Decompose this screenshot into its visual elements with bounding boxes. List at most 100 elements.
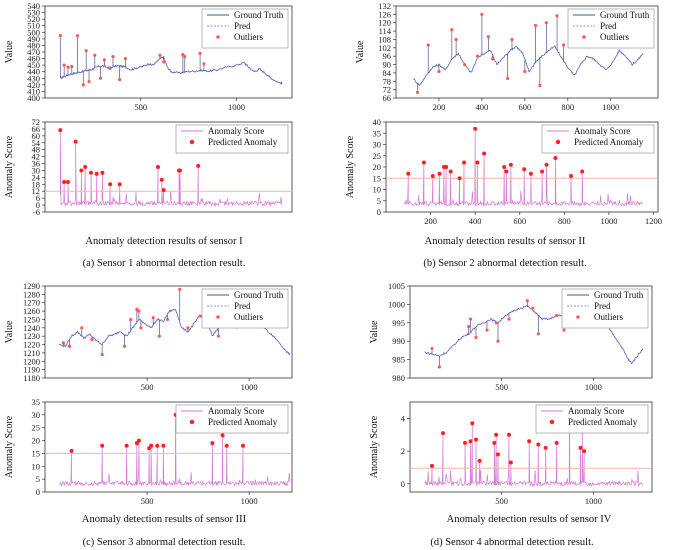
panel-b-bottom-ytick-label: 20 <box>373 162 382 172</box>
panel-b-predicted-anomaly-point <box>421 160 426 165</box>
panel-a-outlier-point <box>62 63 66 67</box>
panel-a-predicted-anomaly-point <box>88 170 93 175</box>
panel-a-top-ylabel: Value <box>4 40 15 63</box>
panel-a-bottom-ytick-label: 36 <box>32 159 41 169</box>
panel-b-pred-line <box>412 44 644 87</box>
panel-a-predicted-anomaly-point <box>117 182 122 187</box>
panel-b-top-ytick-label: 96 <box>383 51 392 61</box>
panel-c-bottom-ytick-label: 10 <box>32 461 41 471</box>
panel-c-bottom-ytick-label: 5 <box>36 474 40 484</box>
panel-b-predicted-anomaly-point <box>504 169 509 174</box>
panel-d-top-ytick-label: 1005 <box>388 281 405 291</box>
panel-d-outlier-point <box>485 328 489 332</box>
panel-b-top-ytick-label: 102 <box>378 43 391 53</box>
panel-c-pred-line <box>59 308 291 356</box>
panel-d-predicted-anomaly-point <box>496 452 500 457</box>
panel-c-top-ytick-label: 1190 <box>23 365 40 375</box>
panel-a-predicted-anomaly-point <box>177 168 182 173</box>
panel-a-bottom-ytick-label: 60 <box>32 131 41 141</box>
panel-a-bottom-ytick-label: 12 <box>32 186 41 196</box>
panel-c-bottom-legend-label: Predicted Anomaly <box>208 417 278 427</box>
panel-c-top-ytick-label: 1200 <box>23 356 40 366</box>
panel-d-predicted-anomaly-point <box>578 445 583 450</box>
panel-d-bottom-xtick-label: 1000 <box>585 496 602 506</box>
panel-a-predicted-anomaly-point <box>58 128 63 133</box>
panel-a-outlier-point <box>111 55 115 59</box>
panel-d-outlier-point <box>562 328 566 332</box>
panel-c-bottom-ytick-label: 15 <box>32 448 41 458</box>
panel-c-predicted-anomaly-point <box>161 443 166 448</box>
panel-d-top-ytick-label: 985 <box>392 355 405 365</box>
panel-b-bottom-ytick-label: 40 <box>373 117 382 127</box>
panel-b-predicted-anomaly-point <box>473 126 478 131</box>
panel-d-outlier-point <box>507 317 511 321</box>
panel-a-bottom-frame <box>44 121 293 213</box>
panel-a-predicted-anomaly-point <box>108 182 113 187</box>
panel-d-outlier-point <box>494 321 498 325</box>
panel-b-outlier-point <box>454 37 458 42</box>
panel-d-top-ytick-label: 990 <box>392 336 405 346</box>
panel-b-top-ytick-label: 84 <box>383 68 392 78</box>
panel-b-top-xtick-label: 1000 <box>602 102 619 112</box>
panel-d-bottom-legend-label: Anomaly Score <box>568 406 624 416</box>
panel-c-top-ytick-label: 1290 <box>23 281 40 291</box>
panel-a-top-ytick-label: 530 <box>27 8 40 18</box>
panel-b-bottom-ytick-label: 30 <box>373 140 382 150</box>
panel-b-predicted-anomaly-point <box>522 167 527 172</box>
panel-d-outlier-point <box>536 332 540 336</box>
panel-b-bottom-xtick-label: 1000 <box>600 216 617 226</box>
panel-d-bottom-frame <box>409 401 653 493</box>
panel-a-predicted-anomaly-point <box>196 163 201 168</box>
panel-b-bottom-ytick-label: 10 <box>373 185 382 195</box>
panel-d-bottom-ytick-label: 2 <box>401 446 405 456</box>
panel-d-top-legend-label: Pred <box>594 301 611 311</box>
panel-c-predicted-anomaly-point <box>136 438 141 443</box>
panel-b-bottom-ytick-label: 25 <box>373 151 382 161</box>
subtitle-c: Anomaly detection results of sensor III <box>82 514 247 525</box>
panel-b-top-ytick-label: 120 <box>378 18 391 28</box>
panel-b-predicted-anomaly-point <box>462 160 467 165</box>
panel-b-top-legend-label: Pred <box>600 21 617 31</box>
panel-d-pred-line <box>424 304 644 365</box>
panel-c-outlier-point <box>61 341 65 345</box>
panel-b-top-legend-label: Ground Truth <box>600 10 650 20</box>
panel-a-top-ytick-label: 500 <box>27 27 40 37</box>
panel-d-top-legend-swatch <box>576 315 580 319</box>
panel-a-bottom-ytick-label: 72 <box>32 117 41 127</box>
panel-c-bottom-ylabel: Anomaly Score <box>4 415 15 478</box>
panel-b-outlier-point <box>510 37 514 42</box>
panel-a-outlier-point <box>66 65 70 69</box>
panel-b-top-legend-label: Outliers <box>600 32 629 42</box>
panel-c-top-legend-label: Pred <box>234 301 251 311</box>
panel-a-top-ytick-label: 490 <box>27 34 40 44</box>
panel-b-predicted-anomaly-point <box>448 169 453 174</box>
panel-a-bottom-ytick-label: 42 <box>32 152 41 162</box>
panel-a-ground-truth-line <box>60 56 283 85</box>
panel-b-bottom-xtick-label: 200 <box>424 216 437 226</box>
panel-b-outlier-point <box>450 28 454 32</box>
panel-c-outlier-point <box>139 326 143 330</box>
panel-d-bottom-ylabel: Anomaly Score <box>369 415 380 478</box>
panel-b-bottom-ytick-label: 0 <box>377 207 381 217</box>
panel-d-predicted-anomaly-point <box>477 458 482 463</box>
panel-d-outlier-point <box>467 324 471 329</box>
panel-a-pred-line <box>60 56 283 85</box>
panel-a-outlier-point <box>87 79 91 84</box>
panel-b-outlier-point <box>480 12 484 16</box>
panel-d-predicted-anomaly-point <box>508 460 513 465</box>
panel-c-top-ytick-label: 1240 <box>23 323 40 333</box>
panel-d-top-ytick-label: 995 <box>392 318 405 328</box>
panel-d-bottom-ytick-label: 0 <box>401 479 405 489</box>
panel-c-top-ytick-label: 1280 <box>23 289 40 299</box>
panel-d-predicted-anomaly-point <box>468 439 473 444</box>
panel-d-top-frame <box>409 285 653 379</box>
panel-a-outlier-point <box>123 56 128 61</box>
panel-d-score-line <box>424 411 644 487</box>
panel-b-top-ytick-label: 114 <box>379 26 392 36</box>
panel-a-bottom-legend-swatch <box>189 139 195 145</box>
panel-d-predicted-anomaly-point <box>582 449 587 454</box>
panel-b-outlier-point <box>506 76 510 81</box>
panel-d-top-legend-label: Ground Truth <box>594 290 644 300</box>
panel-c-score-line <box>59 414 291 487</box>
panel-b-predicted-anomaly-point <box>544 162 549 167</box>
